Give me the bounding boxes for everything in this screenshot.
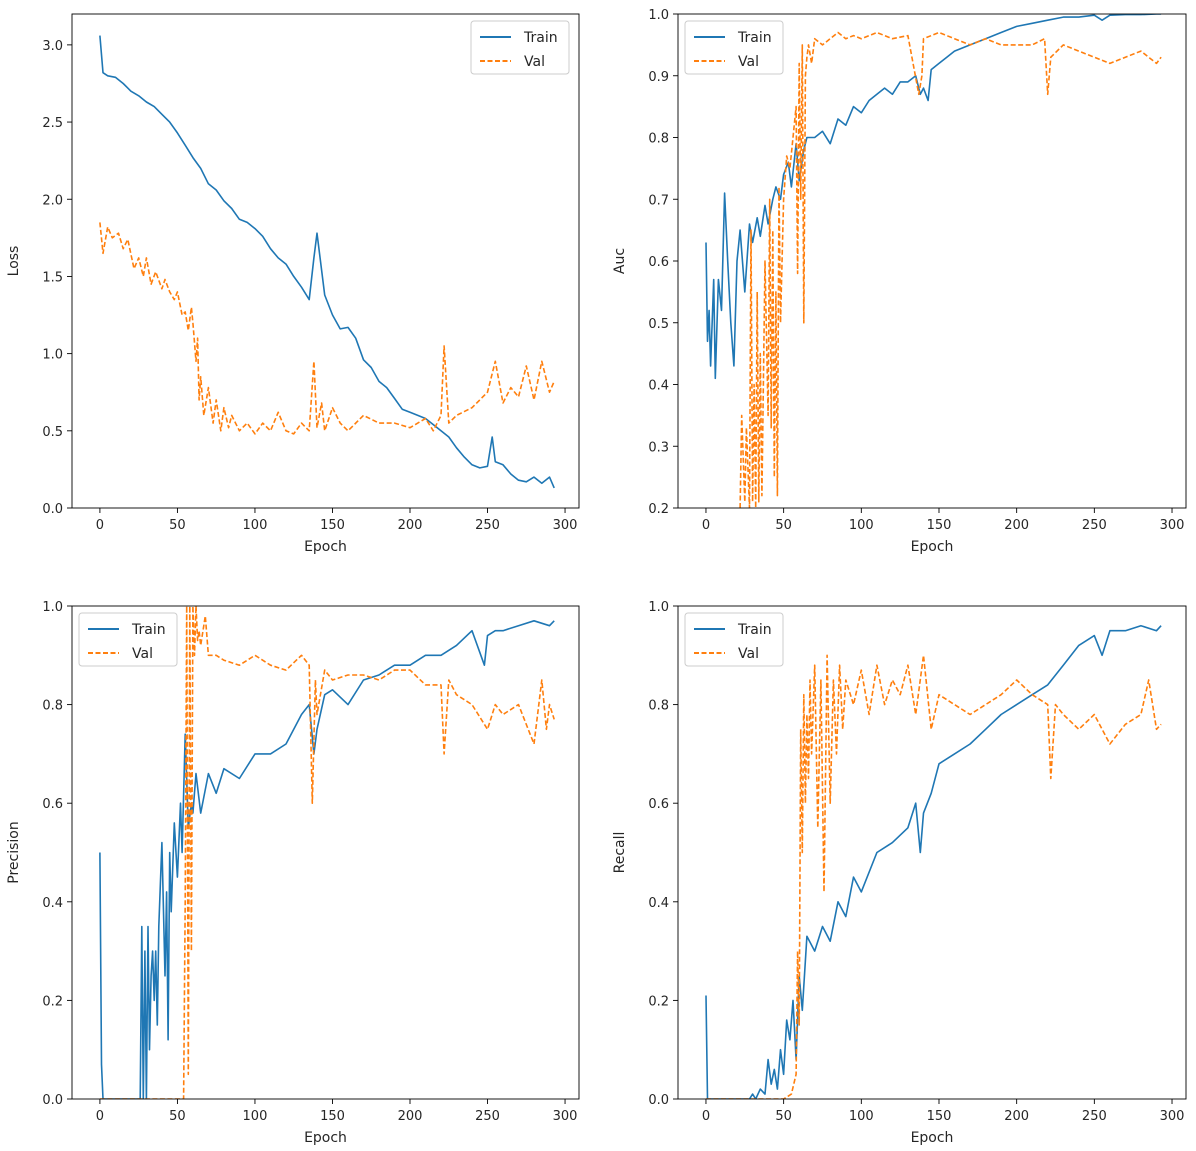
x-axis-label: Epoch <box>304 1130 347 1146</box>
x-axis-label: Epoch <box>304 539 347 555</box>
series-line-val <box>706 654 1162 1099</box>
x-tick-label: 150 <box>927 1109 952 1124</box>
x-tick-label: 250 <box>1082 1109 1107 1124</box>
legend-box <box>78 612 178 667</box>
legend-label-val: Val <box>132 646 153 662</box>
subplot-0: 0 50 100 150 200 250 300 0.0 0.5 1.0 1.5 2.0 2.5 3.0 E… <box>6 13 580 555</box>
series-line-val <box>99 606 555 1099</box>
series-line-train <box>705 14 1162 380</box>
plot-frame <box>677 13 1187 509</box>
x-tick-label: 250 <box>475 1109 500 1124</box>
x-axis-label: Epoch <box>911 539 954 555</box>
x-tick-label: 150 <box>320 1109 345 1124</box>
x-tick-label: 50 <box>775 1109 792 1124</box>
legend: Train Val <box>684 20 784 75</box>
y-tick-label: 0.0 <box>42 1093 63 1108</box>
y-tick-label: 0.8 <box>648 699 669 714</box>
subplot-1: 0 50 100 150 200 250 300 0.2 0.3 0.4 0.5 0.6 0.7 0.8 0… <box>612 8 1187 555</box>
y-tick-label: 0.2 <box>42 994 63 1009</box>
legend: Train Val <box>78 612 178 667</box>
x-tick-label: 150 <box>927 518 952 533</box>
y-axis-label: Recall <box>612 832 628 874</box>
legend-box <box>470 20 570 75</box>
x-tick-label: 0 <box>702 1109 710 1124</box>
x-tick-label: 200 <box>1004 518 1029 533</box>
x-tick-label: 200 <box>398 1109 423 1124</box>
x-axis-label: Epoch <box>911 1130 954 1146</box>
y-tick-label: 0.9 <box>648 70 669 85</box>
y-tick-label: 0.7 <box>648 193 669 208</box>
plot-frame <box>71 13 580 509</box>
y-tick-label: 0.4 <box>648 896 669 911</box>
plot-frame <box>71 605 580 1100</box>
y-tick-label: 0.3 <box>648 440 669 455</box>
legend-label-train: Train <box>131 622 166 638</box>
y-tick-label: 0.8 <box>648 132 669 147</box>
subplot-3: 0 50 100 150 200 250 300 0.0 0.2 0.4 0.6 0.8 1.0 Epoc… <box>612 600 1187 1146</box>
series-line-val <box>99 222 555 435</box>
y-tick-label: 0.8 <box>42 699 63 714</box>
legend: Train Val <box>684 612 784 667</box>
x-tick-label: 0 <box>96 1109 104 1124</box>
y-tick-label: 0.6 <box>648 255 669 270</box>
x-tick-label: 50 <box>169 518 186 533</box>
legend-label-train: Train <box>737 622 772 638</box>
y-axis-label: Loss <box>6 246 22 277</box>
y-tick-label: 0.4 <box>648 379 669 394</box>
x-tick-label: 250 <box>475 518 500 533</box>
legend-label-val: Val <box>738 54 759 70</box>
subplot-2: 0 50 100 150 200 250 300 0.0 0.2 0.4 0.6 0.8 1.0 Epoc… <box>6 600 580 1146</box>
y-tick-label: 0.5 <box>42 425 63 440</box>
series-line-train <box>99 35 555 489</box>
y-tick-label: 1.0 <box>648 600 669 615</box>
x-tick-label: 250 <box>1082 518 1107 533</box>
y-tick-label: 1.5 <box>42 270 63 285</box>
legend-label-val: Val <box>524 54 545 70</box>
series-line-train <box>99 619 555 1099</box>
x-tick-label: 200 <box>398 518 423 533</box>
x-tick-label: 200 <box>1004 1109 1029 1124</box>
x-tick-label: 50 <box>169 1109 186 1124</box>
y-tick-label: 2.0 <box>42 193 63 208</box>
series-line-val <box>739 31 1162 508</box>
x-tick-label: 100 <box>849 1109 874 1124</box>
y-tick-label: 0.2 <box>648 994 669 1009</box>
x-tick-label: 300 <box>553 1109 578 1124</box>
x-tick-label: 300 <box>1160 518 1185 533</box>
y-tick-label: 0.6 <box>648 797 669 812</box>
y-tick-label: 0.0 <box>42 502 63 517</box>
x-tick-label: 100 <box>243 1109 268 1124</box>
legend-label-val: Val <box>738 646 759 662</box>
y-tick-label: 1.0 <box>648 8 669 23</box>
y-tick-label: 0.2 <box>648 502 669 517</box>
legend-label-train: Train <box>523 30 558 46</box>
y-tick-label: 2.5 <box>42 116 63 131</box>
series-line-train <box>705 624 1162 1099</box>
x-tick-label: 150 <box>320 518 345 533</box>
y-tick-label: 0.0 <box>648 1093 669 1108</box>
x-tick-label: 300 <box>1160 1109 1185 1124</box>
legend-box <box>684 20 784 75</box>
y-tick-label: 0.4 <box>42 896 63 911</box>
x-tick-label: 0 <box>96 518 104 533</box>
x-tick-label: 100 <box>849 518 874 533</box>
x-tick-label: 100 <box>243 518 268 533</box>
legend: Train Val <box>470 20 570 75</box>
y-tick-label: 1.0 <box>42 348 63 363</box>
y-tick-label: 1.0 <box>42 600 63 615</box>
y-tick-label: 0.5 <box>648 317 669 332</box>
x-tick-label: 50 <box>775 518 792 533</box>
y-tick-label: 0.6 <box>42 797 63 812</box>
x-tick-label: 0 <box>702 518 710 533</box>
y-axis-label: Precision <box>6 821 22 883</box>
y-tick-label: 3.0 <box>42 39 63 54</box>
plot-frame <box>677 605 1187 1100</box>
y-axis-label: Auc <box>612 248 628 274</box>
legend-box <box>684 612 784 667</box>
legend-label-train: Train <box>737 30 772 46</box>
x-tick-label: 300 <box>553 518 578 533</box>
